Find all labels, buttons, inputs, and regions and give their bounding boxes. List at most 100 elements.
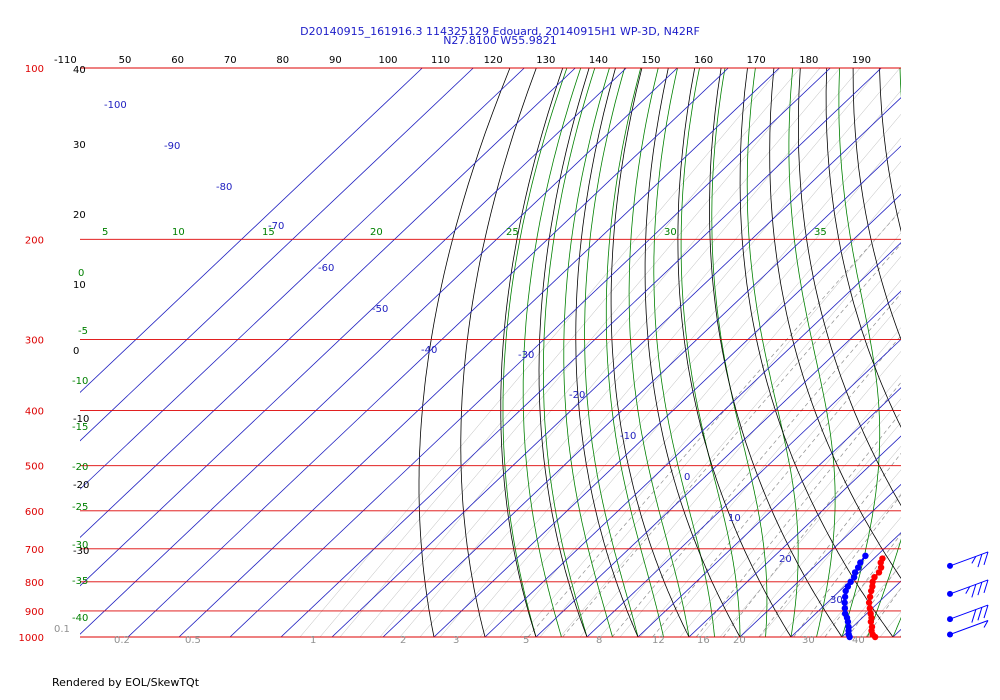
temperature-point	[866, 605, 874, 612]
top-label: 180	[799, 55, 818, 66]
dry-adiabat-line	[879, 68, 901, 233]
mixing-ratio-line	[611, 293, 901, 637]
isotherm-line	[331, 97, 901, 637]
dry-adiabat-line	[677, 68, 792, 637]
guide-line	[980, 68, 1000, 637]
guide-line	[599, 279, 901, 637]
wind-barb-flag	[971, 556, 977, 564]
wind-barb-flag	[971, 609, 977, 623]
guide-line	[359, 68, 841, 637]
isotherm-line	[127, 68, 729, 637]
moist-adiabat-label: 30	[664, 227, 677, 238]
guide-line	[659, 350, 901, 637]
moist-adiabat-line	[543, 68, 596, 637]
wind-barb-flag	[977, 582, 983, 596]
guide-line	[319, 68, 801, 637]
top-label: 140	[589, 55, 608, 66]
dry-adiabat-line	[852, 68, 901, 341]
dry-adiabat-line	[500, 68, 564, 637]
moist-adiabat-label: -25	[72, 502, 88, 513]
top-label: 190	[852, 55, 871, 66]
isotherms	[80, 68, 1000, 637]
dry-adiabats	[418, 42, 1000, 649]
mixing-ratio-line	[899, 635, 901, 637]
moist-adiabat-label: -15	[72, 422, 88, 433]
temperature-point	[877, 564, 885, 571]
isotherm-line	[892, 628, 901, 637]
guide-line	[719, 422, 901, 637]
top-label: 70	[224, 55, 237, 66]
chart-location: N27.8100 W55.9821	[443, 34, 557, 47]
mixing-ratio-line	[652, 335, 901, 637]
top-label: 150	[641, 55, 660, 66]
isotherm-line	[841, 580, 901, 637]
dewpoint-point	[847, 578, 854, 586]
isotherm-label: -40	[421, 345, 437, 356]
mixing-ratio-label: 5	[523, 635, 529, 646]
dewpoint-point	[862, 552, 869, 560]
dry-adiabat-line	[739, 68, 894, 637]
dry-adiabat-line	[825, 68, 901, 428]
mixing-ratio-label: 1	[310, 635, 316, 646]
guide-line	[559, 232, 901, 637]
top-label: 170	[747, 55, 766, 66]
dewpoint-point	[841, 605, 849, 612]
top-label: 80	[276, 55, 289, 66]
moist-adiabat-label: 35	[814, 227, 827, 238]
moist-adiabat-label: -5	[78, 326, 88, 337]
temperature-point	[865, 599, 873, 606]
wind-barb-flag	[965, 586, 971, 594]
temperature-point	[869, 583, 876, 590]
dry-adiabat-line	[575, 68, 639, 637]
mixing-ratio-label: 2	[400, 635, 406, 646]
dry-adiabat-line	[644, 68, 741, 637]
mixing-ratio-line	[695, 381, 901, 637]
guide-line	[960, 68, 1000, 637]
isotherm-line	[637, 387, 901, 637]
moist-adiabat-line	[944, 68, 1000, 637]
top-label: 120	[484, 55, 503, 66]
isotherm-line	[80, 68, 423, 394]
dry-adiabat-line	[610, 68, 690, 637]
isotherm-line	[80, 68, 627, 587]
isobar-label: 300	[25, 335, 44, 346]
isotherm-label: 10	[728, 513, 741, 524]
isotherm-label: -80	[216, 182, 232, 193]
isotherm-line	[484, 242, 901, 637]
sounding-traces	[841, 552, 886, 641]
dry-adiabat-line	[798, 68, 901, 507]
mixing-ratio-line	[847, 563, 901, 637]
moist-adiabat-label: 15	[262, 227, 275, 238]
isotherm-label: -30	[518, 350, 534, 361]
guide-line	[499, 161, 901, 637]
wind-barb-staff	[949, 579, 989, 595]
guide-line	[379, 68, 861, 637]
isotherm-line	[382, 145, 901, 637]
moist-adiabats	[502, 68, 1000, 637]
isotherm-line	[944, 68, 1000, 637]
moist-adiabat-label: -10	[72, 376, 88, 387]
isobar-label: 700	[25, 545, 44, 556]
dry-adiabat-line	[982, 42, 1000, 649]
isotherm-line	[535, 290, 901, 637]
moist-adiabat-line	[838, 68, 881, 637]
moist-adiabat-label: -30	[72, 540, 88, 551]
dry-adiabat-label: 40	[73, 65, 86, 76]
isotherm-line	[688, 435, 901, 637]
mixing-ratio-label: 12	[652, 635, 665, 646]
wind-barb-flag	[977, 554, 983, 568]
dewpoint-point	[854, 564, 862, 571]
guide-line	[519, 184, 901, 637]
dry-adiabat-label: 10	[73, 280, 86, 291]
top-label: 100	[378, 55, 397, 66]
moist-adiabat-line	[522, 68, 582, 637]
dry-adiabat-label: -30	[73, 546, 89, 557]
guide-line	[899, 635, 901, 637]
wind-barb-flag	[983, 579, 989, 594]
moist-adiabat-label: 0	[78, 268, 84, 279]
dewpoint-point	[845, 623, 852, 631]
chart-title: D20140915_161916.3 114325129 Edouard, 20…	[300, 25, 700, 38]
top-label: 90	[329, 55, 342, 66]
moist-adiabat-line	[628, 68, 690, 637]
dry-adiabat-label: 20	[73, 210, 86, 221]
